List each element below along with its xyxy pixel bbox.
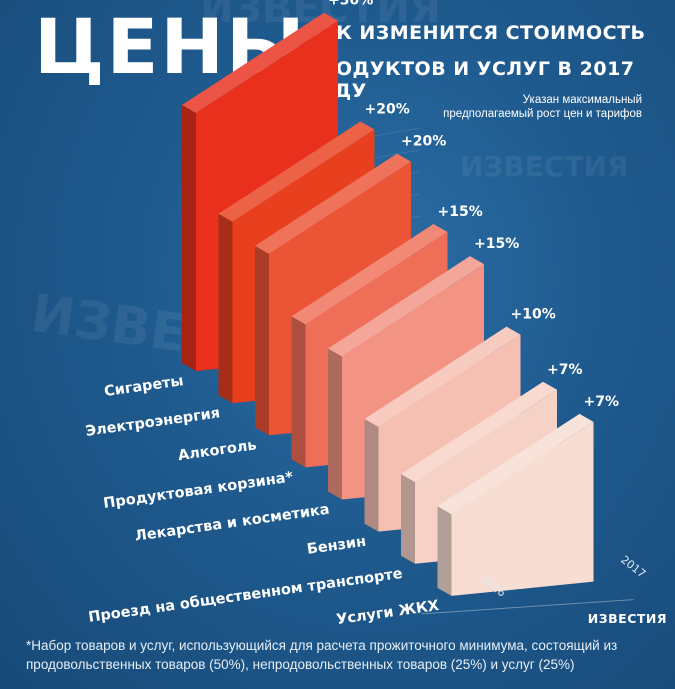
bar-side [401,474,415,564]
category-label: Бензин [306,534,367,558]
bar-front [451,421,594,596]
bar-top [364,326,521,427]
category-label: Сигареты [103,373,184,400]
category-label: Электроэнергия [85,405,221,440]
bar-side [218,213,233,404]
data-label: +15% [438,204,483,220]
bar-top [255,153,411,254]
data-label: +15% [474,236,519,252]
data-label: +20% [365,101,410,117]
brand-logo: ИЗВЕСТИЯ [587,611,667,626]
bar-top [328,256,484,357]
category-label: Алкоголь [177,437,257,464]
category-label: Продуктовая корзина* [102,469,294,512]
data-label: +30% [328,0,373,9]
category-label: Услуги ЖКХ [335,598,440,628]
category-label: Лекарства и косметика [134,502,331,545]
bar-top [182,12,338,114]
bar-top [401,381,557,483]
bar-top [437,413,594,515]
bar-top [291,224,448,325]
bar-side [328,348,342,500]
footnote: *Набор товаров и услуг, использующийся д… [26,638,618,672]
bar-side [437,506,452,596]
data-label: +7% [584,394,620,410]
bar-side [291,316,306,468]
bar-side [182,105,196,371]
bar-top [218,121,375,222]
bar-side [364,418,379,532]
base-line [421,599,634,615]
subtitle-line-1: КАК ИЗМЕНИТСЯ СТОИМОСТЬ [305,22,646,44]
axis-label-2017: 2017 [618,553,648,580]
bar-side [255,245,269,436]
data-label: +7% [547,362,583,378]
chart-bars: +30% +20% +20% +15% +15% +10% +7%+7% [182,0,619,596]
data-label: +10% [511,307,556,323]
chart-note: Указан максимальный предполагаемый рост … [443,94,642,120]
bar-8: +7% [437,394,620,596]
data-label: +20% [401,134,446,150]
